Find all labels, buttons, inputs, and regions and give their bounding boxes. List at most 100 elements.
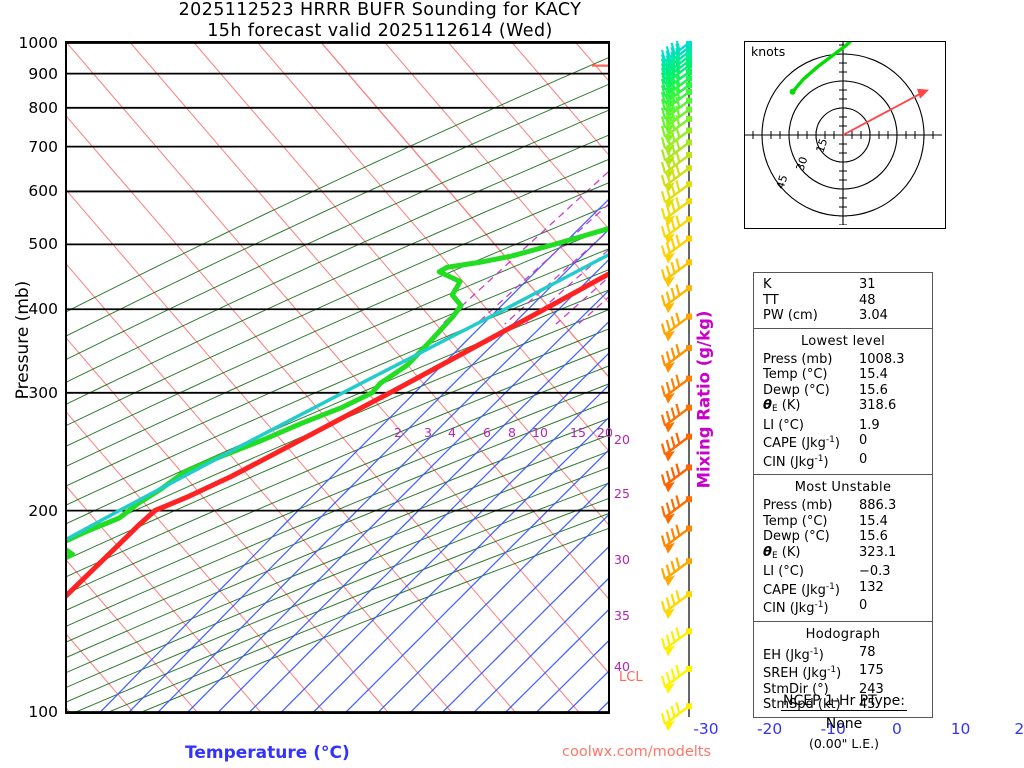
temperature-tick--20: -20	[756, 720, 783, 738]
index-row: EH (Jkg-1) 78	[754, 645, 932, 664]
mixing-ratio-side-label-35: 35	[614, 608, 630, 623]
wind-barb	[660, 126, 692, 156]
index-row: Press (mb) 886.3	[754, 498, 932, 514]
index-value: 175	[859, 663, 884, 678]
index-key: SREH (Jkg-1)	[763, 665, 842, 681]
wind-barb	[660, 96, 692, 126]
pressure-tick-600: 600	[28, 182, 58, 201]
wind-barb	[660, 403, 692, 433]
pressure-tick-200: 200	[28, 501, 58, 520]
lcl-label: LCL	[619, 670, 643, 685]
index-value: 1.9	[859, 417, 880, 433]
index-key: StmDir (°)	[763, 681, 829, 697]
index-key: Press (mb)	[763, 351, 833, 367]
index-row: TT 48	[754, 293, 932, 309]
index-key: Temp (°C)	[763, 367, 828, 382]
index-row: LI (°C) −0.3	[754, 564, 932, 580]
index-key: θE (K)	[763, 398, 801, 414]
wind-barb	[660, 463, 692, 493]
mixing-ratio-label-2: 2	[394, 425, 402, 440]
index-key: LI (°C)	[763, 417, 804, 433]
ptype-value: None	[825, 716, 863, 732]
mixing-ratio-side-label-20: 20	[614, 432, 630, 447]
indices-section-hodograph: Hodograph EH (Jkg-1) 78 SREH (Jkg-1) 175 StmD…	[754, 622, 932, 717]
index-row: CAPE (Jkg-1) 132	[754, 580, 932, 599]
index-value: 886.3	[859, 498, 897, 513]
wind-barb	[660, 197, 692, 227]
mixing-ratio-label-6: 6	[483, 425, 491, 440]
indices-section-lowest-level: Lowest level Press (mb) 1008.3 Temp (°C) 15.…	[754, 329, 932, 475]
pressure-tick-900: 900	[28, 64, 58, 83]
wind-barb	[660, 234, 692, 264]
index-row: PW (cm) 3.04	[754, 308, 932, 324]
temperature-axis-title: Temperature (°C)	[185, 743, 350, 763]
index-row: StmDir (°) 243	[754, 682, 932, 698]
index-key: Temp (°C)	[763, 513, 828, 529]
temperature-tick-20: 20	[1014, 720, 1024, 738]
index-row: θE (K) 318.6	[754, 398, 932, 418]
hodograph-ring-label-30: 30	[794, 155, 811, 172]
index-key: Dewp (°C)	[763, 382, 830, 398]
wind-barb	[660, 258, 692, 288]
mixing-ratio-side-label-30: 30	[614, 552, 630, 567]
wind-barb	[660, 105, 692, 135]
wind-barb-column	[660, 41, 692, 731]
index-value: 15.4	[859, 367, 888, 382]
wind-barb	[660, 312, 692, 342]
index-key: PW (cm)	[763, 308, 818, 323]
wind-barb	[660, 374, 692, 404]
index-value: 3.04	[859, 308, 888, 323]
index-value: 132	[859, 579, 884, 595]
wind-barb	[660, 557, 692, 587]
index-row: Temp (°C) 15.4	[754, 367, 932, 383]
index-value: −0.3	[859, 564, 891, 579]
index-key: CAPE (Jkg-1)	[763, 435, 840, 451]
storm-motion-arrow	[842, 88, 929, 136]
ptype-heading-wrap: NCEP 1-Hr PType:	[746, 690, 942, 711]
temperature-tick-0: 0	[891, 720, 902, 738]
index-value: 0	[859, 598, 868, 613]
index-value: 31	[859, 277, 876, 292]
indices-section-heading: Most Unstable	[794, 480, 892, 495]
wind-barb	[660, 524, 692, 554]
ptype-heading: NCEP 1-Hr PType:	[781, 693, 907, 711]
index-key: TT	[763, 292, 779, 308]
index-row: Dewp (°C) 15.6	[754, 529, 932, 545]
skewt-canvas	[67, 43, 608, 712]
sounding-title: 2025112523 HRRR BUFR Sounding for KACY	[178, 0, 582, 20]
pressure-tick-800: 800	[28, 98, 58, 117]
index-key: Dewp (°C)	[763, 529, 830, 544]
indices-section-heading: Hodograph	[805, 626, 881, 642]
index-value: 0	[859, 433, 868, 448]
index-value: 48	[859, 292, 876, 308]
index-value: 15.6	[859, 382, 888, 398]
index-key: CIN (Jkg-1)	[763, 453, 829, 470]
sounding-subtitle: 15h forecast valid 2025112614 (Wed)	[207, 21, 553, 41]
credit-text: coolwx.com/modelts	[562, 744, 712, 760]
index-row: CIN (Jkg-1) 0	[754, 598, 932, 617]
ptype-block: NCEP 1-Hr PType: None (0.00" L.E.)	[746, 690, 942, 751]
mixing-ratio-label-15: 15	[570, 425, 586, 440]
index-row: θE (K) 323.1	[754, 545, 932, 565]
sounding-indices-panel: K 31 TT 48 PW (cm) 3.04 Lowest level Press (mb)…	[753, 272, 933, 718]
index-value: 323.1	[859, 544, 897, 560]
wind-barb	[660, 215, 692, 245]
skewt-plot-area[interactable]	[65, 41, 610, 714]
index-value: 318.6	[859, 398, 897, 413]
temperature-tick--30: -30	[693, 720, 719, 738]
trace-temperature	[67, 271, 608, 599]
index-value: 45	[859, 697, 876, 712]
index-key: Press (mb)	[763, 498, 833, 513]
indices-section-most-unstable: Most Unstable Press (mb) 886.3 Temp (°C) 15.…	[754, 475, 932, 622]
hodograph[interactable]: knots 15 30 45	[744, 0, 946, 229]
index-row: CAPE (Jkg-1) 0	[754, 433, 932, 452]
wind-barb	[660, 284, 692, 314]
index-value: 0	[859, 451, 868, 467]
pressure-axis-title: Pressure (mb)	[13, 280, 33, 400]
index-row: Temp (°C) 15.4	[754, 514, 932, 530]
mixing-ratio-label-8: 8	[508, 425, 516, 440]
wind-barb	[660, 664, 692, 694]
wind-barb	[660, 627, 692, 657]
index-value: 243	[859, 681, 884, 697]
